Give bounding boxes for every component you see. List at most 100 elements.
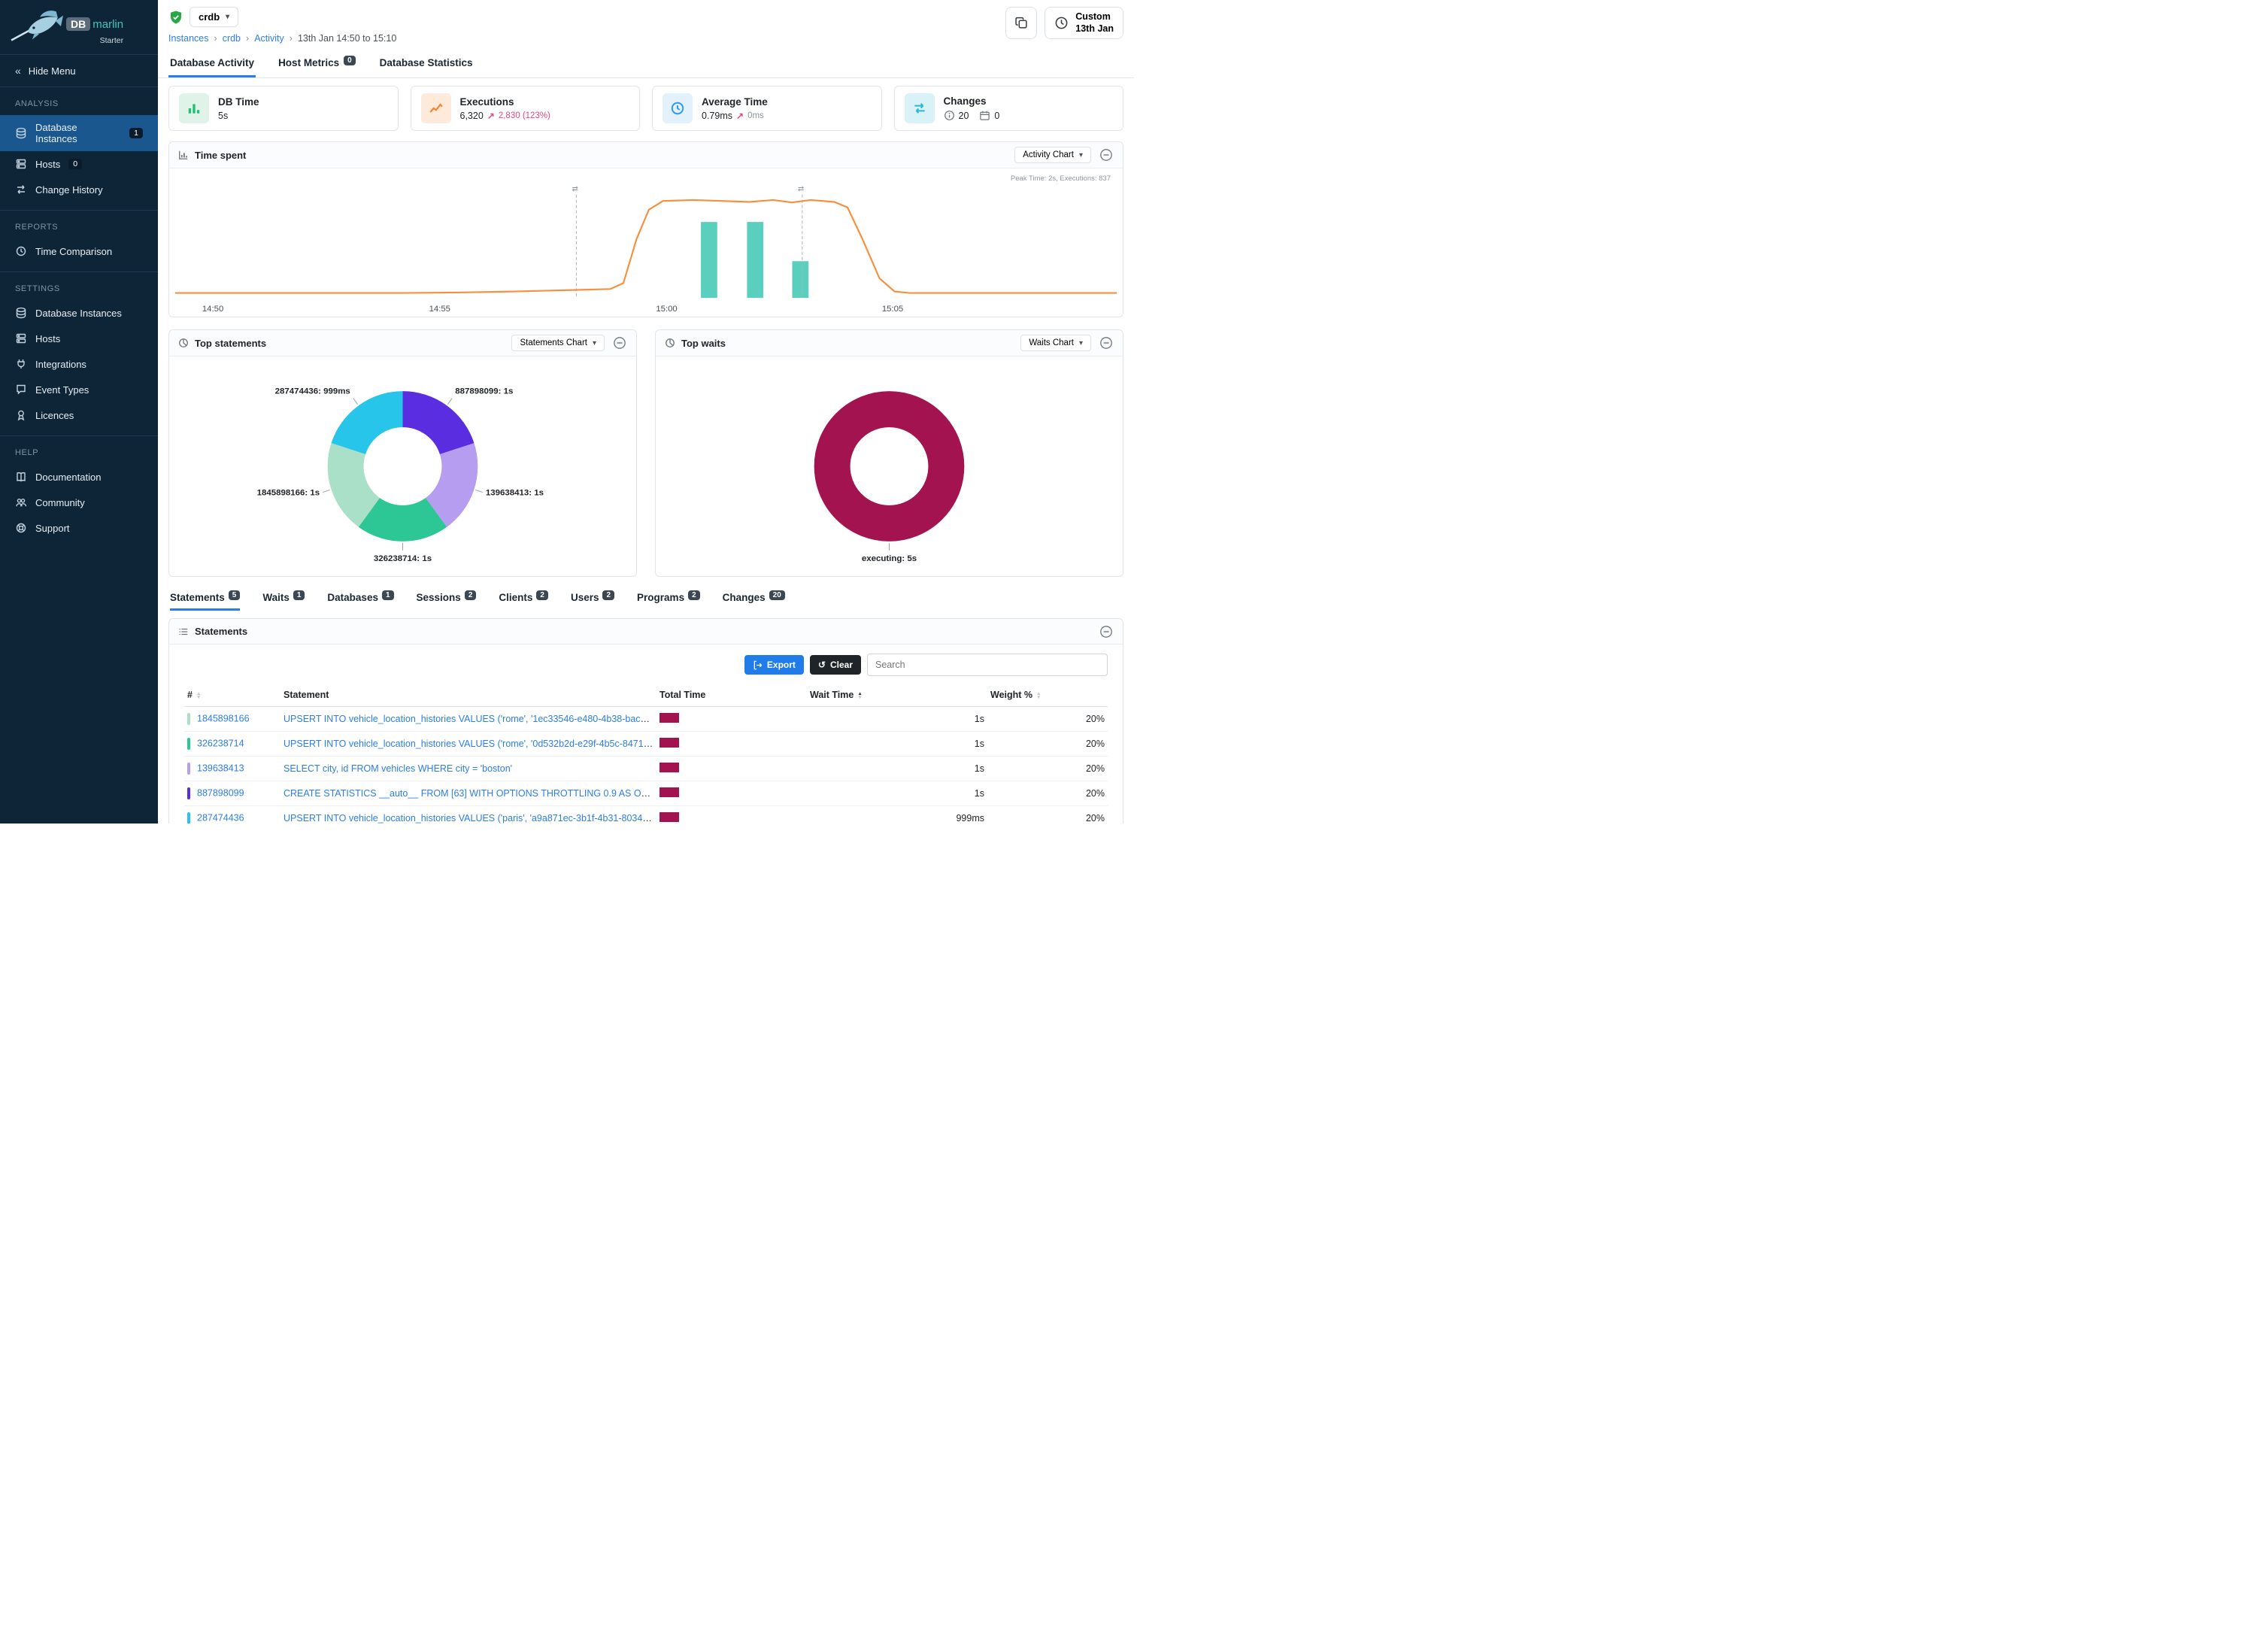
waits-chart-selector[interactable]: Waits Chart ▾ [1020,335,1091,351]
collapse-panel-button[interactable] [1099,335,1114,350]
statement-id-link[interactable]: 139638413 [197,763,244,774]
sidebar-item-settings-database-instances[interactable]: Database Instances [0,300,158,326]
export-icon [753,660,762,669]
tab-clients[interactable]: Clients 2 [499,590,548,611]
statement-link[interactable]: SELECT city, id FROM vehicles WHERE city… [284,763,513,774]
brand-marlin: marlin [92,18,124,31]
metric-card-db-time[interactable]: DB Time 5s [168,86,399,131]
sidebar-item-licences[interactable]: Licences [0,402,158,428]
hide-menu-button[interactable]: « Hide Menu [0,55,158,87]
tab-changes[interactable]: Changes 20 [723,590,785,611]
column-header-total-time[interactable]: Total Time [656,684,807,707]
copy-icon [1015,17,1027,29]
top-statements-donut-chart[interactable]: 887898099: 1s 139638413: 1s 326238714: 1s 1… [169,356,636,576]
instance-name: crdb [199,11,220,23]
statements-chart-selector[interactable]: Statements Chart ▾ [511,335,605,351]
metric-card-average-time[interactable]: Average Time 0.79ms ↗ 0ms [652,86,882,131]
tab-statements[interactable]: Statements 5 [170,590,241,611]
time-range-label-top: Custom [1075,11,1111,22]
tab-host-metrics[interactable]: Host Metrics 0 [277,51,357,77]
metric-value: 6,320 [459,110,484,121]
metric-title: Changes [943,96,987,107]
tab-badge: 1 [293,590,305,600]
time-range-button[interactable]: Custom 13th Jan [1045,7,1123,40]
panel-title: Top waits [681,337,726,349]
breadcrumb-instances[interactable]: Instances [168,33,209,44]
tab-waits[interactable]: Waits 1 [262,590,305,611]
tab-label: Statements [170,592,225,603]
clear-button[interactable]: ↺ Clear [809,655,861,675]
sidebar-item-label: Time Comparison [35,245,113,257]
tab-badge: 5 [228,590,241,600]
column-header-wait-time[interactable]: Wait Time ▲ ▼ [807,684,987,707]
statement-id-link[interactable]: 287474436 [197,812,244,824]
statement-id-link[interactable]: 887898099 [197,787,244,799]
metric-delta: 2,830 (123%) [498,111,550,120]
top-waits-donut-chart[interactable]: executing: 5s [656,356,1123,576]
time-range-label-bottom: 13th Jan [1075,23,1114,34]
weight-value: 20% [987,706,1108,732]
collapse-panel-button[interactable] [612,335,627,350]
people-icon [16,499,27,507]
tab-users[interactable]: Users 2 [571,590,615,611]
sidebar-item-community[interactable]: Community [0,490,158,515]
tab-badge: 2 [688,590,700,600]
export-button[interactable]: Export [744,655,804,675]
activity-chart-selector[interactable]: Activity Chart ▾ [1014,147,1091,163]
tab-databases[interactable]: Databases 1 [327,590,394,611]
changes-info-count: 20 [958,110,969,121]
sidebar-item-label: Hosts [35,158,61,170]
metric-title: Executions [459,96,514,108]
tab-database-activity[interactable]: Database Activity [168,51,256,77]
sidebar-item-database-instances[interactable]: Database Instances 1 [0,115,158,151]
tab-programs[interactable]: Programs 2 [637,590,700,611]
sidebar-item-change-history[interactable]: Change History [0,177,158,202]
statement-link[interactable]: UPSERT INTO vehicle_location_histories V… [284,813,656,824]
copy-button[interactable] [1005,7,1038,40]
sidebar-item-time-comparison[interactable]: Time Comparison [0,238,158,264]
column-header-id[interactable]: # ▲ ▼ [184,684,280,707]
tab-database-statistics[interactable]: Database Statistics [378,51,475,77]
clock-icon [663,93,693,123]
search-input[interactable] [867,654,1108,676]
svg-text:887898099: 1s: 887898099: 1s [455,387,513,396]
statement-link[interactable]: CREATE STATISTICS __auto__ FROM [63] WIT… [284,788,656,799]
statement-id-link[interactable]: 326238714 [197,738,244,749]
column-header-statement[interactable]: Statement [280,684,656,707]
sidebar-item-documentation[interactable]: Documentation [0,464,158,490]
instance-selector[interactable]: crdb ▾ [190,7,239,27]
sidebar-item-integrations[interactable]: Integrations [0,351,158,377]
breadcrumb-crdb[interactable]: crdb [222,33,241,44]
brand-db: DB [66,17,91,31]
collapse-chevron-icon: « [15,65,21,77]
server-icon [16,159,26,169]
time-spent-chart[interactable]: ⇄ ⇄ 14:50 14:55 15:00 15:05 [175,170,1117,317]
sort-icon: ▲ ▼ [1036,690,1042,700]
tab-badge: 20 [769,590,785,600]
life-ring-icon [16,523,26,533]
clock-icon [1055,17,1068,29]
collapse-panel-button[interactable] [1099,147,1114,162]
sidebar-item-hosts[interactable]: Hosts 0 [0,151,158,177]
statement-link[interactable]: UPSERT INTO vehicle_location_histories V… [284,739,656,749]
sidebar-item-support[interactable]: Support [0,515,158,541]
hide-menu-label: Hide Menu [28,65,76,77]
sidebar-item-event-types[interactable]: Event Types [0,377,158,402]
nav-section-title: SETTINGS [15,284,60,293]
breadcrumb-activity[interactable]: Activity [254,33,284,44]
statement-id-link[interactable]: 1845898166 [197,713,250,724]
metric-card-executions[interactable]: Executions 6,320 ↗ 2,830 (123%) [410,86,640,131]
topbar: crdb ▾ Instances › crdb › Activity › 13t… [158,0,1134,47]
column-header-weight[interactable]: Weight % ▲ ▼ [987,684,1108,707]
tab-label: Programs [637,592,685,603]
metric-card-changes[interactable]: Changes 20 0 [893,86,1123,131]
collapse-panel-button[interactable] [1099,624,1114,639]
logo[interactable]: DB marlin Starter [0,0,158,55]
nav-section-settings: SETTINGS Database Instances Hosts Integr… [0,271,158,435]
breadcrumb-separator: › [246,33,250,44]
sidebar-item-label: Hosts [35,332,61,344]
tab-sessions[interactable]: Sessions 2 [417,590,477,611]
statement-link[interactable]: UPSERT INTO vehicle_location_histories V… [284,714,656,724]
sidebar-item-settings-hosts[interactable]: Hosts [0,326,158,351]
nav-section-title: REPORTS [15,223,59,232]
